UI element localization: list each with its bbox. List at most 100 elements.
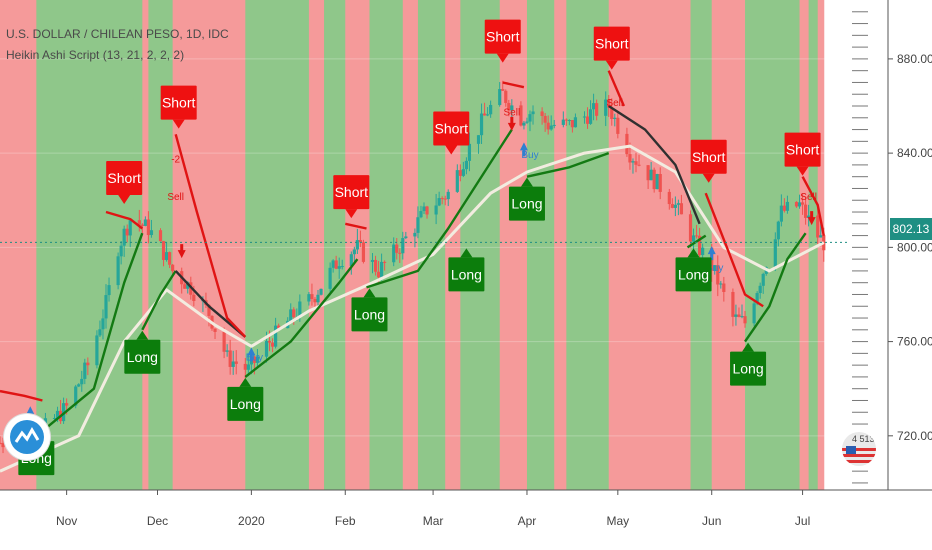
- candle-body-38: [161, 241, 166, 260]
- signal-arrows: [26, 116, 816, 421]
- candle-body-22: [95, 335, 99, 366]
- candle-body-66: [277, 325, 281, 329]
- candle-body-148: [628, 154, 632, 163]
- signal-short-1: Short: [106, 160, 143, 204]
- candle-body-68: [289, 309, 293, 321]
- signal-box-7: [433, 111, 470, 146]
- trail-up-10: [526, 151, 610, 178]
- candle-body-136: [573, 117, 578, 128]
- candle-body-18: [77, 384, 81, 387]
- arrow-down-4: [507, 116, 516, 131]
- signal-box-1: [106, 160, 143, 195]
- ytick-label-2: 800.00: [897, 240, 932, 254]
- candle-body-53: [225, 350, 229, 352]
- candle-body-133: [564, 119, 568, 121]
- annotation-3: Sell: [503, 107, 520, 118]
- candle-body-164: [694, 235, 699, 237]
- candles: [0, 80, 826, 458]
- trail-up-6: [244, 258, 359, 378]
- candle-body-180: [761, 273, 765, 286]
- candle-body-118: [501, 89, 505, 91]
- annotation-6: Buy: [706, 263, 723, 274]
- candle-body-0: [0, 442, 2, 444]
- candle-body-44: [186, 282, 190, 289]
- zone-bull-21: [745, 0, 801, 490]
- zone-bull-19: [690, 0, 713, 490]
- signal-box-9: [484, 19, 521, 54]
- candle-body-111: [467, 143, 472, 161]
- candle-body-193: [819, 235, 823, 238]
- trailing-stop: [0, 70, 825, 433]
- candle-body-79: [334, 260, 338, 269]
- signal-text-10: Long: [511, 196, 542, 212]
- xtick-label-2: 2020: [238, 514, 265, 528]
- candle-body-83: [352, 249, 356, 255]
- candle-body-72: [307, 294, 311, 302]
- zone-bull-15: [526, 0, 555, 490]
- candle-body-81: [340, 266, 344, 268]
- candle-body-110: [464, 160, 468, 170]
- trail-down-9: [502, 81, 525, 89]
- signal-pointer-4: [239, 377, 252, 387]
- arrow-down-1: [177, 244, 186, 259]
- candle-body-26: [107, 285, 111, 296]
- candle-body-126: [531, 111, 535, 115]
- candle-body-128: [543, 115, 547, 123]
- candle-body-20: [83, 362, 87, 379]
- candle-body-165: [698, 235, 702, 256]
- candle-body-158: [670, 204, 674, 208]
- zone-bear-22: [799, 0, 810, 490]
- candle-body-101: [425, 206, 429, 215]
- candle-body-163: [691, 235, 696, 242]
- candle-body-74: [313, 298, 317, 303]
- xtick-label-1: Dec: [147, 514, 168, 528]
- trail-up-15: [744, 232, 807, 343]
- candle-body-149: [631, 161, 635, 163]
- candle-body-54: [228, 350, 232, 367]
- candle-body-98: [416, 217, 420, 233]
- signal-box-4: [227, 386, 264, 421]
- us-flag-badge[interactable]: 4 513: [842, 432, 876, 466]
- xtick-label-8: Jul: [795, 514, 810, 528]
- candle-body-178: [755, 293, 759, 304]
- candle-body-175: [740, 316, 744, 318]
- symbol-title: U.S. DOLLAR / CHILEAN PESO, 1D, IDC: [6, 27, 229, 41]
- time-scale[interactable]: Nov Dec 2020 Feb Mar Apr May Jun Jul: [56, 490, 810, 528]
- signal-short-13: Short: [690, 139, 727, 183]
- candle-body-89: [376, 271, 381, 278]
- candle-body-132: [561, 119, 565, 125]
- signal-box-11: [593, 26, 630, 61]
- tradingview-logo[interactable]: [4, 414, 50, 460]
- candle-body-191: [807, 215, 811, 218]
- candle-body-185: [782, 205, 786, 211]
- candle-body-90: [380, 261, 384, 278]
- arrow-up-0: [26, 406, 35, 421]
- trend-zones: [0, 0, 825, 490]
- candle-body-77: [328, 267, 332, 289]
- indicator-title[interactable]: Heikin Ashi Script (13, 21, 2, 2, 2): [6, 48, 185, 62]
- candle-body-82: [349, 254, 353, 267]
- candle-body-71: [298, 301, 302, 318]
- trail-up-3: [141, 270, 177, 331]
- candle-body-17: [74, 386, 78, 406]
- price-scale[interactable]: 720.00 760.00 800.00 840.00 880.00: [888, 52, 932, 443]
- signal-text-3: Short: [162, 95, 196, 111]
- trail-down-0: [0, 389, 43, 402]
- candle-body-187: [794, 201, 799, 207]
- annotation-1: -2: [171, 155, 180, 166]
- candle-body-41: [171, 264, 175, 272]
- annotation-5: Sell: [606, 98, 623, 109]
- signal-pointer-9: [496, 53, 509, 63]
- candle-body-159: [673, 204, 677, 208]
- candle-body-192: [816, 215, 820, 238]
- candle-body-174: [737, 314, 741, 317]
- candle-body-121: [510, 105, 514, 111]
- candle-body-160: [676, 203, 680, 205]
- candle-body-161: [679, 203, 684, 215]
- candle-body-168: [713, 265, 717, 271]
- candle-body-107: [455, 170, 459, 192]
- signal-pointer-14: [742, 342, 755, 352]
- zone-bear-18: [608, 0, 692, 490]
